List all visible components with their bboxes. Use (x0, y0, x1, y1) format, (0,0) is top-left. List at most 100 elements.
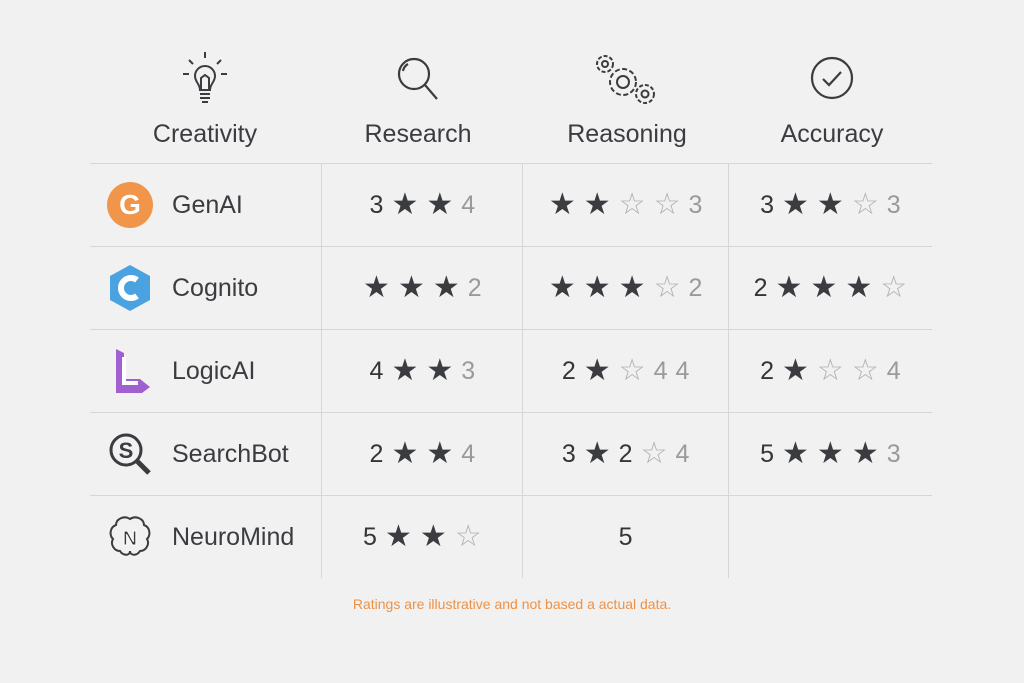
rating-number: 3 (688, 190, 703, 219)
table-row: G GenAI 3 ★ ★ 4 ★ ★ ☆ ☆ 3 3 ★ ★ ☆ 3 (90, 163, 932, 246)
star-empty-icon: ☆ (618, 354, 646, 387)
table-row: N NeuroMind 5 ★ ★ ☆ 5 (90, 495, 932, 578)
model-cell: S SearchBot (90, 413, 321, 495)
rating-cell-accuracy: 5 ★ ★ ★ 3 (727, 413, 932, 495)
star-filled-icon: ★ (391, 354, 419, 387)
header-accuracy: Accuracy (732, 50, 932, 149)
rating-cell-accuracy (727, 496, 932, 578)
star-filled-icon: ★ (391, 437, 419, 470)
rating-number: 4 (675, 356, 690, 385)
star-filled-icon: ★ (845, 271, 873, 304)
rating-number: 2 (561, 356, 576, 385)
rating-number: 4 (369, 356, 384, 385)
rating-number: 4 (886, 356, 901, 385)
star-filled-icon: ★ (548, 271, 576, 304)
header-research: Research (318, 50, 518, 149)
star-empty-icon: ☆ (851, 354, 879, 387)
svg-text:N: N (123, 528, 137, 550)
rating-cell-research: 3 ★ ★ 4 (321, 164, 522, 246)
lightbulb-icon (183, 52, 227, 103)
rating-cell-accuracy: 2 ★ ☆ ☆ 4 (727, 330, 932, 412)
rating-number: 2 (753, 273, 768, 302)
star-filled-icon: ★ (816, 437, 844, 470)
header-label: Research (364, 120, 472, 148)
model-cell: N NeuroMind (90, 496, 321, 578)
model-cell: G GenAI (90, 164, 321, 246)
footnote: Ratings are illustrative and not based a… (352, 596, 672, 612)
star-filled-icon: ★ (397, 271, 425, 304)
star-filled-icon: ★ (432, 271, 460, 304)
star-filled-icon: ★ (419, 520, 447, 553)
header-reasoning: Reasoning (527, 50, 727, 149)
genai-logo: G (106, 181, 154, 229)
rating-number: 2 (688, 273, 703, 302)
rating-cell-reasoning: 5 (522, 496, 727, 578)
searchbot-logo: S (106, 430, 154, 478)
rating-cell-accuracy: 2 ★ ★ ★ ☆ (727, 247, 932, 329)
rating-number: 4 (461, 190, 476, 219)
star-filled-icon: ★ (363, 271, 390, 304)
star-filled-icon: ★ (583, 354, 611, 387)
star-filled-icon: ★ (782, 437, 809, 470)
star-filled-icon: ★ (618, 271, 646, 304)
logicai-logo (106, 347, 154, 395)
rating-number: 2 (467, 273, 482, 302)
star-filled-icon: ★ (775, 271, 803, 304)
model-cell: Cognito (90, 247, 321, 329)
rating-number: 5 (618, 522, 633, 551)
cognito-logo (106, 264, 154, 312)
neuromind-logo: N (106, 513, 154, 561)
header-label: Creativity (152, 120, 258, 148)
svg-text:G: G (119, 189, 141, 220)
model-cell: LogicAI (90, 330, 321, 412)
star-empty-icon: ☆ (653, 271, 681, 304)
model-name: LogicAI (172, 356, 256, 385)
header-creativity: Creativity (105, 50, 305, 149)
rating-cell-research: 5 ★ ★ ☆ (321, 496, 522, 578)
rating-number: 3 (369, 190, 384, 219)
rating-number: 3 (461, 356, 476, 385)
star-filled-icon: ★ (782, 354, 809, 387)
rating-cell-research: 2 ★ ★ 4 (321, 413, 522, 495)
model-name: GenAI (172, 190, 243, 219)
table-row: S SearchBot 2 ★ ★ 4 3 ★ 2 ☆ 4 5 ★ ★ ★ 3 (90, 412, 932, 495)
rating-number: 2 (369, 439, 384, 468)
star-filled-icon: ★ (583, 188, 611, 221)
rating-cell-reasoning: 2 ★ ☆ 4 4 (522, 330, 727, 412)
table-row: Cognito ★ ★ ★ 2 ★ ★ ★ ☆ 2 2 ★ ★ ★ ☆ (90, 246, 932, 329)
rating-cell-reasoning: ★ ★ ☆ ☆ 3 (522, 164, 727, 246)
star-filled-icon: ★ (810, 271, 838, 304)
star-empty-icon: ☆ (880, 271, 908, 304)
star-filled-icon: ★ (391, 188, 419, 221)
star-filled-icon: ★ (583, 437, 611, 470)
magnifier-icon (397, 57, 438, 100)
star-filled-icon: ★ (782, 188, 809, 221)
rating-cell-research: ★ ★ ★ 2 (321, 247, 522, 329)
rating-cell-research: 4 ★ ★ 3 (321, 330, 522, 412)
rating-cell-reasoning: 3 ★ 2 ☆ 4 (522, 413, 727, 495)
rating-cell-accuracy: 3 ★ ★ ☆ 3 (727, 164, 932, 246)
svg-text:S: S (119, 438, 134, 463)
header-label: Accuracy (780, 120, 884, 148)
star-empty-icon: ☆ (618, 188, 646, 221)
header-label: Reasoning (567, 120, 687, 148)
star-filled-icon: ★ (426, 354, 454, 387)
rating-number: 3 (760, 190, 774, 219)
rating-number: 5 (760, 439, 774, 468)
star-empty-icon: ☆ (851, 188, 879, 221)
model-name: Cognito (172, 273, 259, 302)
check-circle-icon (810, 56, 854, 100)
rating-number: 3 (561, 439, 576, 468)
star-filled-icon: ★ (851, 437, 879, 470)
star-filled-icon: ★ (426, 437, 454, 470)
star-empty-icon: ☆ (454, 520, 482, 553)
model-name: NeuroMind (172, 522, 295, 551)
star-empty-icon: ☆ (653, 188, 681, 221)
rating-number: 2 (760, 356, 774, 385)
rating-number: 4 (461, 439, 476, 468)
gears-icon (596, 55, 655, 104)
star-empty-icon: ☆ (816, 354, 844, 387)
rating-number: 3 (886, 190, 901, 219)
ratings-table: G GenAI 3 ★ ★ 4 ★ ★ ☆ ☆ 3 3 ★ ★ ☆ 3 Cognito ★ ★ ★ 2 ★ ★ ★ ☆ 2 2 ★ ★ ★… (90, 163, 932, 578)
star-filled-icon: ★ (816, 188, 844, 221)
